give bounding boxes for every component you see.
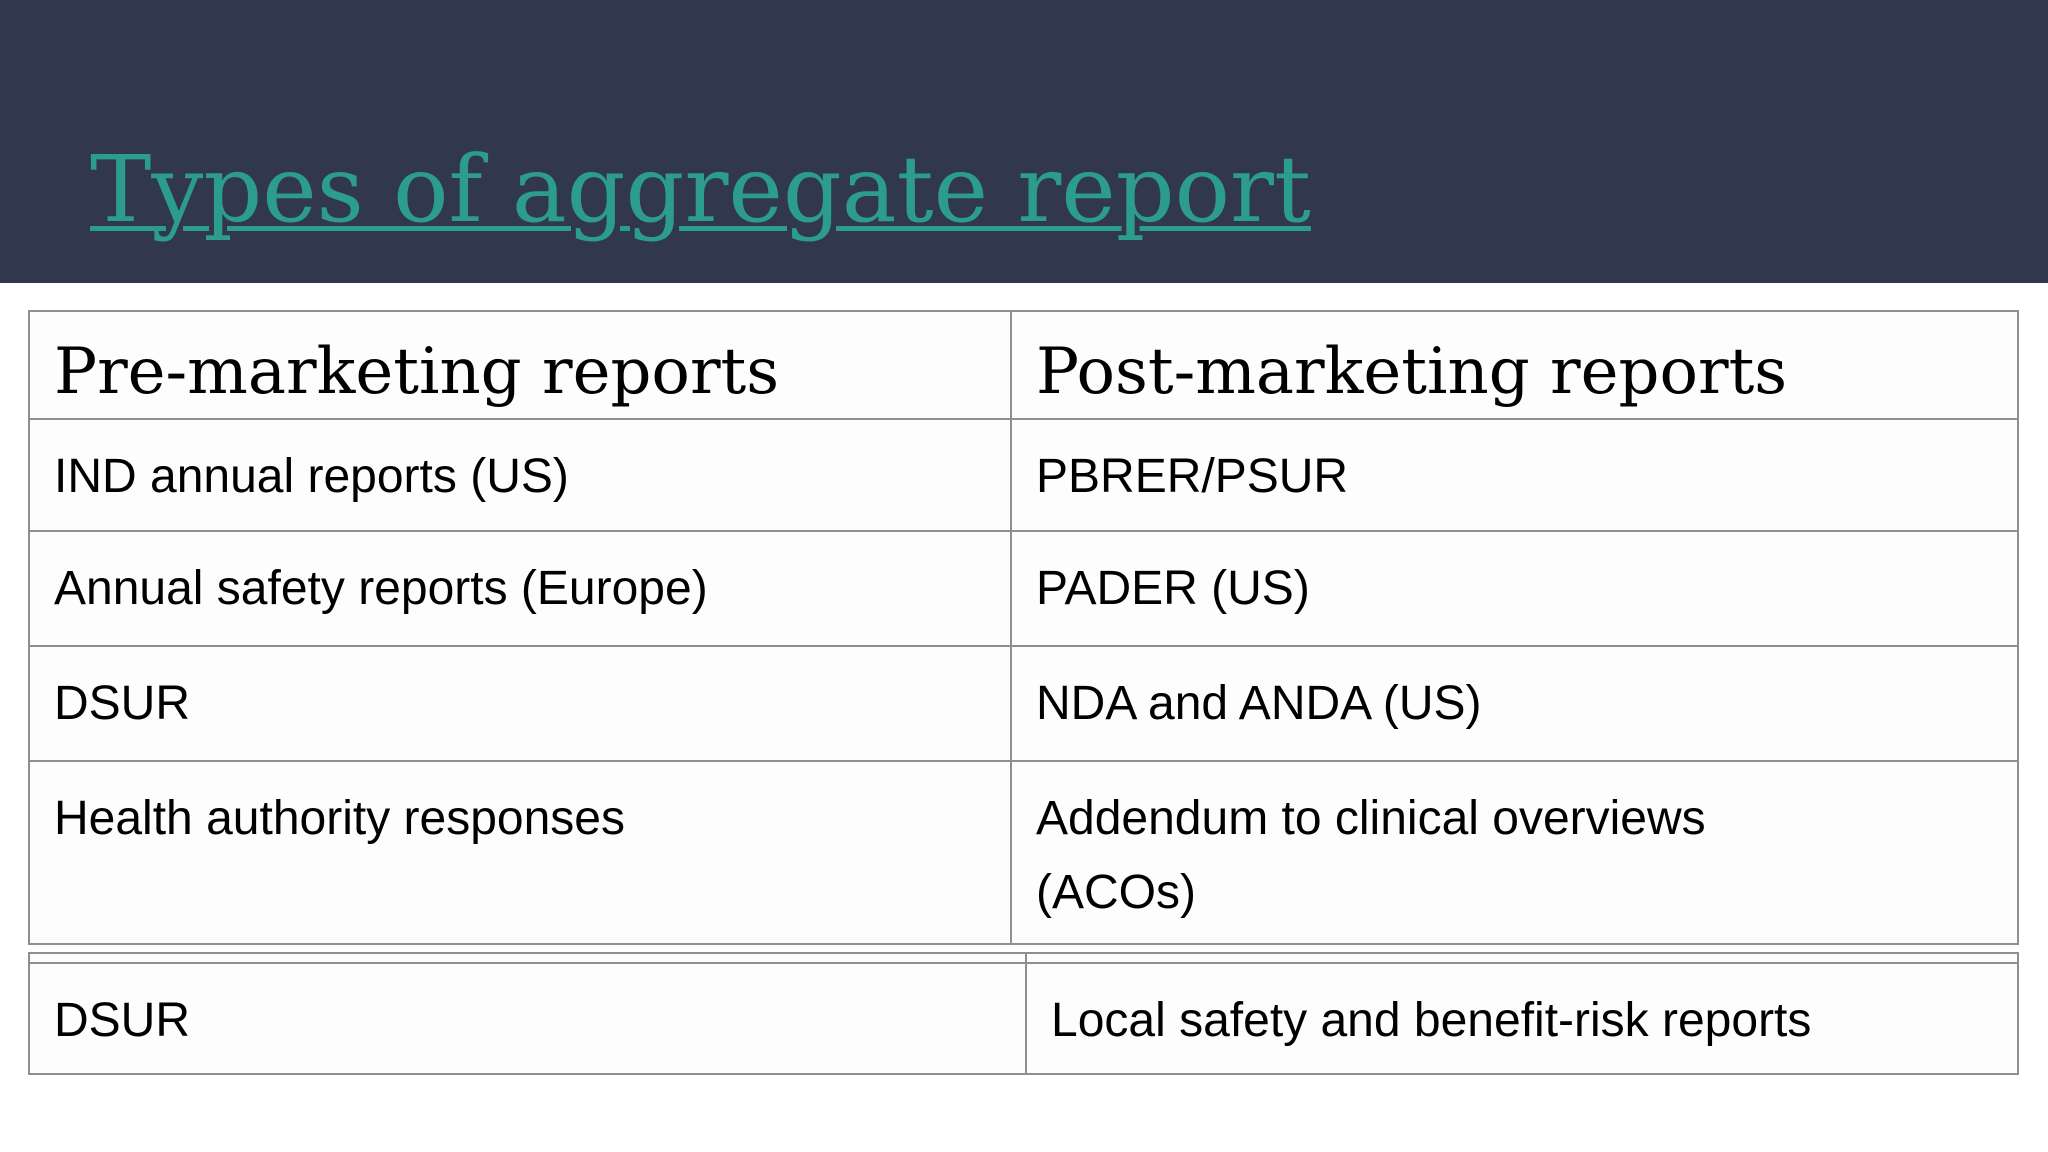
cell-post-marketing-2: PADER (US) <box>1010 530 2019 647</box>
title-banner <box>0 0 2048 283</box>
table-row: DSUR NDA and ANDA (US) <box>28 645 2019 762</box>
cell-post-marketing-5: Local safety and benefit-risk reports <box>1025 962 2019 1075</box>
aggregate-reports-table: Pre-marketing reports Post-marketing rep… <box>28 310 2019 945</box>
slide-title: Types of aggregate report <box>90 136 1311 243</box>
table-row: DSUR Local safety and benefit-risk repor… <box>28 962 2019 1075</box>
table-header-row: Pre-marketing reports Post-marketing rep… <box>28 310 2019 420</box>
cell-post-marketing-4: Addendum to clinical overviews (ACOs) <box>1010 760 2019 945</box>
cell-pre-marketing-5: DSUR <box>28 962 1027 1075</box>
table-row: IND annual reports (US) PBRER/PSUR <box>28 418 2019 532</box>
spacer-cell <box>1025 952 2019 964</box>
cell-pre-marketing-1: IND annual reports (US) <box>28 418 1012 532</box>
cell-pre-marketing-4: Health authority responses <box>28 760 1012 945</box>
column-header-pre-marketing: Pre-marketing reports <box>28 310 1012 420</box>
cell-post-marketing-3: NDA and ANDA (US) <box>1010 645 2019 762</box>
table-row: Health authority responses Addendum to c… <box>28 760 2019 945</box>
cell-pre-marketing-2: Annual safety reports (Europe) <box>28 530 1012 647</box>
column-header-post-marketing: Post-marketing reports <box>1010 310 2019 420</box>
supplementary-reports-table: DSUR Local safety and benefit-risk repor… <box>28 952 2019 1075</box>
table-spacer-row <box>28 952 2019 964</box>
cell-post-marketing-1: PBRER/PSUR <box>1010 418 2019 532</box>
cell-pre-marketing-3: DSUR <box>28 645 1012 762</box>
table-row: Annual safety reports (Europe) PADER (US… <box>28 530 2019 647</box>
spacer-cell <box>28 952 1027 964</box>
